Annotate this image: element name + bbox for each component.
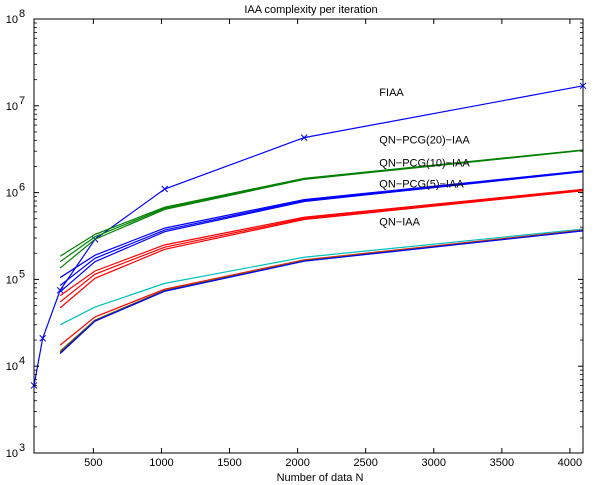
series-line-8	[59, 188, 584, 297]
annotation-4: QN−PCG(5)−IAA	[379, 178, 464, 190]
annotation-2: QN−PCG(20)−IAA	[379, 134, 470, 146]
series-line-5	[59, 170, 584, 279]
series-line-15	[59, 230, 584, 354]
y-tick-label-exponent-2: 4	[19, 355, 25, 367]
series-line-9	[59, 189, 584, 303]
x-tick-label-8: 4000	[558, 457, 582, 469]
y-tick-label-1: 10	[6, 448, 18, 460]
series-1-point-3	[56, 286, 64, 294]
series-line-7	[59, 171, 584, 293]
series-1-point-2	[39, 334, 47, 342]
marks-layer	[30, 82, 587, 389]
annotation-3: QN−PCG(10)−IAA	[379, 158, 470, 170]
x-tick-label-1: 500	[84, 457, 102, 469]
x-tick-label-6: 3000	[422, 457, 446, 469]
x-tick-label-2: 1000	[149, 457, 173, 469]
chart-title: IAA complexity per iteration	[244, 4, 377, 16]
y-tick-label-exponent-3: 5	[19, 268, 25, 280]
annotation-1: FIAA	[379, 87, 404, 99]
x-tick-label-3: 1500	[217, 457, 241, 469]
plot-area	[34, 19, 583, 453]
y-tick-label-5: 10	[6, 101, 18, 113]
y-tick-label-3: 10	[6, 274, 18, 286]
series-line-10	[59, 190, 584, 309]
y-tick-label-4: 10	[6, 188, 18, 200]
x-tick-label-5: 2500	[353, 457, 377, 469]
y-tick-label-exponent-4: 6	[19, 182, 25, 194]
series-1-point-5	[161, 185, 169, 193]
y-tick-label-exponent-5: 7	[19, 95, 25, 107]
annotations-layer: FIAA QN−PCG(20)−IAA QN−PCG(10)−IAA QN−PCG(5…	[379, 87, 470, 228]
annotation-5: QN−IAA	[379, 216, 420, 228]
plot-frame	[33, 18, 584, 454]
x-tick-label-7: 3500	[490, 457, 514, 469]
series-line-6	[59, 170, 584, 287]
y-tick-label-6: 10	[6, 14, 18, 26]
y-tick-label-exponent-1: 3	[19, 442, 25, 454]
y-tick-label-2: 10	[6, 361, 18, 373]
y-tick-label-exponent-6: 8	[19, 8, 25, 20]
x-tick-label-4: 2000	[285, 457, 309, 469]
series-line-4	[59, 149, 584, 269]
x-axis-label: Number of data N	[277, 472, 364, 484]
series-line-11	[59, 228, 584, 326]
series-1-point-6	[300, 134, 308, 141]
